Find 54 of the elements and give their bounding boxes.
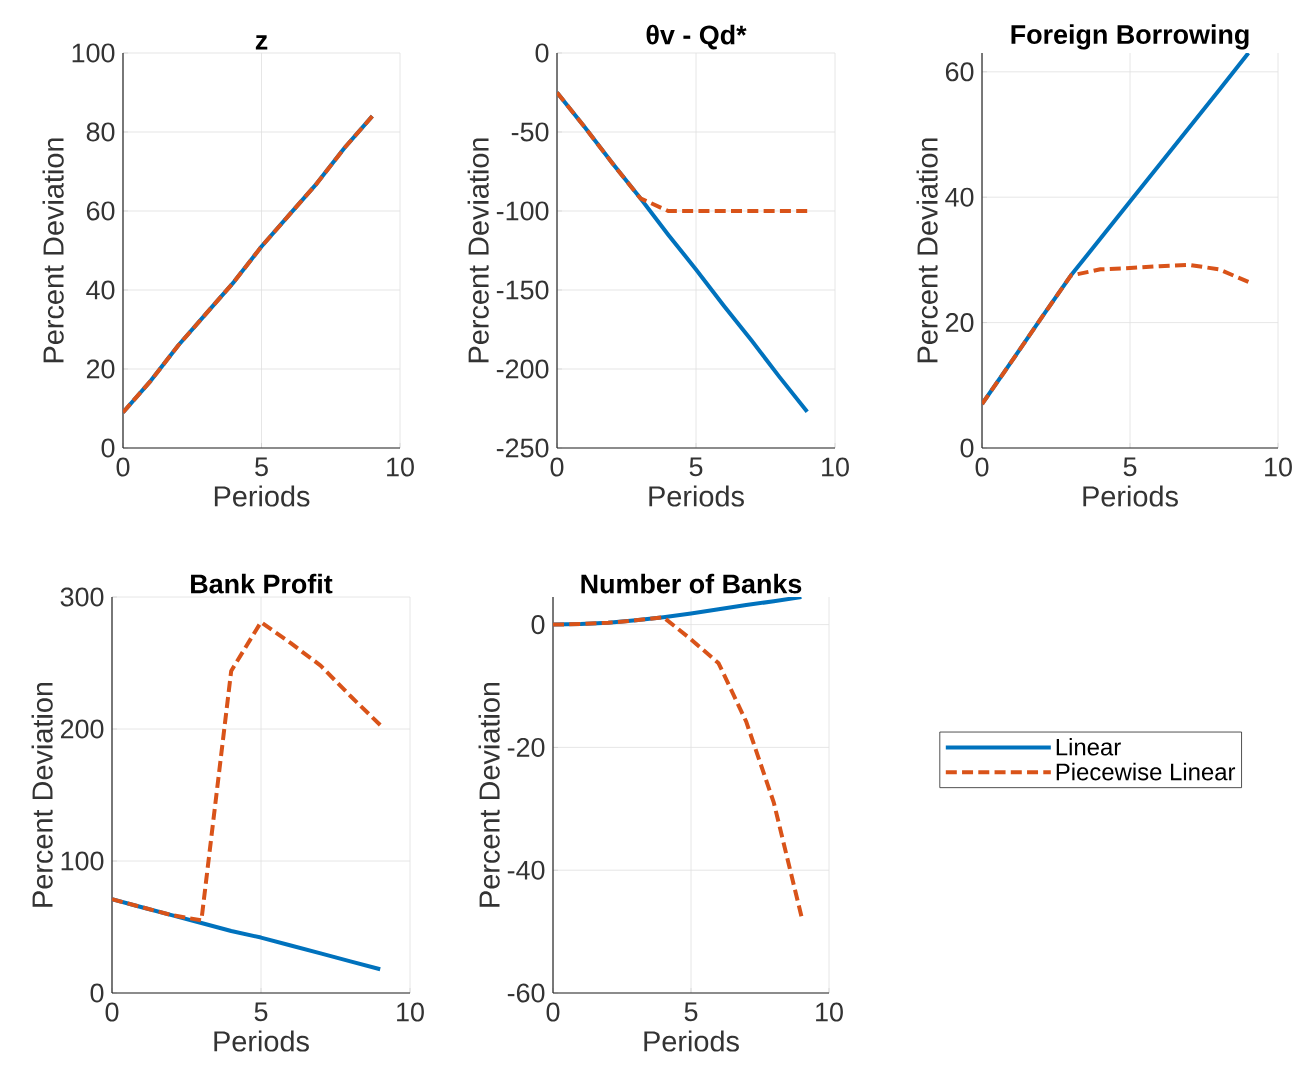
y-tick-label: 100 (61, 851, 104, 871)
y-tick-label: 0 (101, 438, 115, 458)
y-tick-label: 80 (86, 122, 115, 142)
y-tick-label: -200 (496, 359, 549, 379)
x-tick-label: 10 (387, 457, 414, 477)
y-tick-label: -50 (511, 122, 549, 142)
y-tick-label: 100 (72, 43, 115, 63)
y-tick-label: -100 (496, 201, 549, 221)
x-tick-label: 10 (816, 1002, 843, 1022)
y-axis-title: Percent Deviation (478, 682, 500, 907)
x-tick-label: 5 (254, 1002, 268, 1022)
y-axis-title: Percent Deviation (467, 138, 489, 363)
y-tick-label: 200 (60, 719, 104, 739)
x-tick-label: 0 (975, 457, 989, 477)
y-tick-label: 20 (945, 313, 974, 333)
x-axis-title: Periods (214, 1030, 309, 1052)
chart-title: θv - Qd* (646, 24, 747, 50)
x-tick-label: 5 (689, 457, 703, 477)
y-tick-label: 0 (535, 43, 549, 63)
y-tick-label: 0 (960, 438, 974, 458)
y-tick-label: 40 (945, 187, 974, 207)
chart-title: z (255, 35, 268, 50)
y-tick-label: -60 (507, 983, 545, 1003)
x-tick-label: 10 (1265, 457, 1292, 477)
x-axis-title: Periods (214, 485, 310, 507)
y-tick-label: 300 (60, 587, 104, 607)
y-tick-label: -150 (496, 280, 549, 300)
x-tick-label: 10 (822, 457, 849, 477)
y-tick-label: -40 (507, 860, 545, 880)
x-tick-label: 0 (116, 457, 130, 477)
x-tick-label: 5 (255, 457, 268, 477)
legend-label: Piecewise Linear (1056, 762, 1236, 781)
y-tick-label: -20 (507, 737, 545, 757)
y-tick-label: 60 (86, 201, 115, 221)
x-tick-label: 5 (1123, 457, 1137, 477)
y-tick-label: 60 (945, 62, 974, 82)
x-axis-title: Periods (1083, 485, 1178, 507)
x-tick-label: 10 (397, 1002, 424, 1022)
legend-label: Linear (1056, 738, 1121, 756)
y-axis-title: Percent Deviation (42, 138, 64, 363)
y-tick-label: 20 (86, 359, 115, 379)
chart-title: Number of Banks (581, 573, 802, 594)
chart-title: Bank Profit (191, 573, 333, 594)
y-tick-label: 0 (531, 615, 545, 635)
y-tick-label: 40 (86, 280, 115, 300)
y-tick-label: 0 (90, 983, 104, 1003)
y-axis-title: Percent Deviation (916, 138, 938, 363)
x-axis-title: Periods (649, 485, 744, 507)
y-axis-title: Percent Deviation (31, 682, 53, 907)
x-tick-label: 5 (684, 1002, 698, 1022)
y-tick-label: -250 (496, 438, 549, 458)
x-axis-title: Periods (644, 1030, 739, 1052)
chart-title: Foreign Borrowing (1011, 24, 1249, 50)
x-tick-label: 0 (550, 457, 564, 477)
